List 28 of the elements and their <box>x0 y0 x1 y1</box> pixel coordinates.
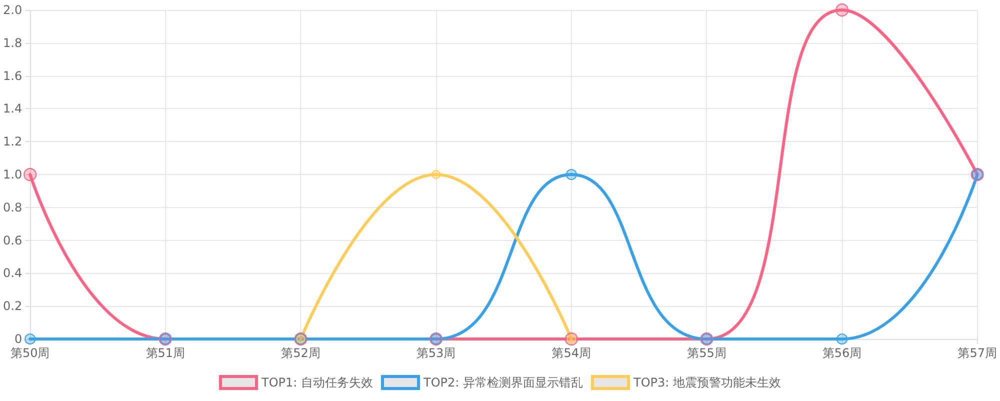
y-tick-label: 0.8 <box>2 200 22 214</box>
y-tick-label: 0.4 <box>2 266 22 280</box>
y-tick-label: 1.8 <box>2 36 22 50</box>
y-tick-label: 0 <box>14 332 22 346</box>
point <box>24 168 37 181</box>
x-tick-label: 第51周 <box>146 346 186 360</box>
point <box>566 169 577 180</box>
legend-label: TOP1: 自动任务失效 <box>260 376 374 390</box>
x-tick-label: 第56周 <box>822 346 862 360</box>
x-tick-label: 第50周 <box>10 346 50 360</box>
y-tick-label: 0.6 <box>2 233 22 248</box>
y-tick-label: 1.2 <box>2 134 22 149</box>
y-tick-label: 2.0 <box>2 3 22 17</box>
legend-label: TOP2: 异常检测界面显示错乱 <box>422 376 584 390</box>
x-tick-label: 第52周 <box>281 346 320 360</box>
point <box>24 334 36 344</box>
point <box>432 170 441 179</box>
x-tick-label: 第55周 <box>687 346 726 360</box>
legend-label: TOP3: 地震预警功能未生效 <box>632 376 782 390</box>
x-tick-label: 第54周 <box>552 346 592 360</box>
y-tick-label: 1.6 <box>2 68 22 83</box>
x-tick-label: 第57周 <box>958 346 998 360</box>
point <box>836 4 849 16</box>
x-tick-label: 第53周 <box>416 346 456 360</box>
y-tick-label: 1.4 <box>2 102 22 116</box>
point <box>836 334 848 344</box>
y-tick-label: 1.0 <box>2 168 22 182</box>
y-tick-label: 0.2 <box>2 299 22 314</box>
